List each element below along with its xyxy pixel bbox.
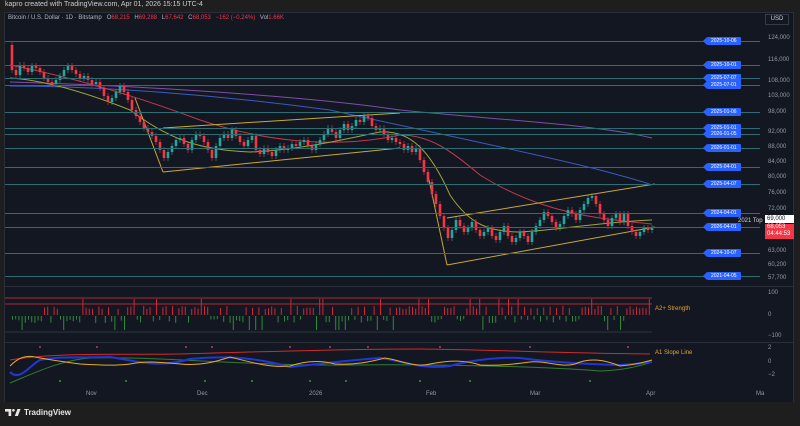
level-date-tag[interactable]: 2021-04-05 bbox=[703, 272, 741, 280]
price-tick: 92,000 bbox=[768, 129, 787, 135]
snapshot-caption: kapro created with TradingView.com, Apr … bbox=[5, 1, 203, 8]
horizontal-level-line[interactable] bbox=[5, 78, 760, 79]
candles bbox=[10, 42, 654, 245]
price-tick: 98,000 bbox=[768, 109, 787, 115]
currency-selector[interactable]: USD bbox=[765, 14, 789, 25]
level-date-tag[interactable]: 2026-01-05 bbox=[703, 130, 741, 138]
level-date-tag[interactable]: 2026-04-01 bbox=[703, 223, 741, 231]
horizontal-level-line[interactable] bbox=[5, 65, 760, 66]
price-tick: 63,000 bbox=[768, 248, 787, 254]
horizontal-level-line[interactable] bbox=[5, 167, 760, 168]
horizontal-level-line[interactable] bbox=[5, 227, 760, 228]
price-tick: 80,000 bbox=[768, 174, 787, 180]
level-date-tag[interactable]: 2024-10-07 bbox=[703, 249, 741, 257]
brand-name: TradingView bbox=[24, 408, 71, 417]
a1-axis-0: 0 bbox=[768, 359, 772, 365]
price-tick: 88,000 bbox=[768, 144, 787, 150]
current-price: 68,053 bbox=[767, 224, 786, 230]
horizontal-level-line[interactable] bbox=[5, 41, 760, 42]
pane-separator[interactable] bbox=[5, 342, 794, 343]
channel-1 bbox=[134, 97, 401, 173]
a1-green-line bbox=[9, 357, 653, 384]
volume-value: 1.66K bbox=[268, 15, 284, 21]
time-tick: Mar bbox=[530, 391, 541, 397]
price-tick: 108,000 bbox=[768, 78, 790, 84]
level-date-tag[interactable]: 2025-07-07 bbox=[703, 74, 741, 82]
price-tick: 57,700 bbox=[768, 275, 787, 281]
footer: TradingView bbox=[0, 402, 800, 426]
level-date-tag[interactable]: 2026-01-01 bbox=[703, 144, 741, 152]
time-tick: 2026 bbox=[309, 391, 323, 397]
close-value: 68,053 bbox=[192, 15, 211, 21]
horizontal-level-line[interactable] bbox=[5, 253, 760, 254]
price-tick: 103,000 bbox=[768, 93, 790, 99]
horizontal-level-line[interactable] bbox=[5, 213, 760, 214]
a1-red-line bbox=[9, 348, 651, 361]
level-date-tag[interactable]: 2025-01-06 bbox=[703, 108, 741, 116]
horizontal-level-line[interactable] bbox=[5, 148, 760, 149]
time-axis[interactable]: Nov Dec 2026 Feb Mar Apr Ma bbox=[5, 386, 794, 406]
level-date-tag[interactable]: 2025-10-06 bbox=[703, 37, 741, 45]
time-tick: Ma bbox=[756, 391, 765, 397]
a2-axis-minus100: −100 bbox=[768, 333, 782, 339]
symbol-legend: Bitcoin / U.S. Dollar · 1D · Bitstamp O6… bbox=[8, 15, 284, 21]
horizontal-level-line[interactable] bbox=[5, 276, 760, 277]
horizontal-level-line[interactable] bbox=[5, 134, 760, 135]
a1-orange-line bbox=[9, 355, 653, 367]
level-date-tag[interactable]: 2025-04-01 bbox=[703, 163, 741, 171]
price-tick: 72,000 bbox=[768, 206, 787, 212]
high-value: 69,288 bbox=[138, 15, 158, 21]
price-axis[interactable]: 124,000 116,000 108,000 103,000 98,000 92,000… bbox=[736, 0, 794, 281]
a2-strength-title[interactable]: A2+ Strength bbox=[655, 306, 691, 312]
level-date-tag[interactable]: 2025-04-07 bbox=[703, 180, 741, 188]
time-tick: Dec bbox=[197, 391, 208, 397]
price-tick: 76,000 bbox=[768, 190, 787, 196]
a1-axis-minus2: −2 bbox=[768, 372, 775, 378]
last-price-marker: 69,000 bbox=[765, 215, 794, 223]
a1-slope-title[interactable]: A1 Slope Line bbox=[655, 350, 693, 356]
tradingview-brand[interactable]: TradingView bbox=[5, 408, 71, 417]
change-value: −162 (−0.24%) bbox=[215, 15, 256, 21]
level-date-tag[interactable]: 2024-04-01 bbox=[703, 209, 741, 217]
price-tick: 116,000 bbox=[768, 57, 790, 63]
a1-axis-2: 2 bbox=[768, 345, 772, 351]
tradingview-logo-icon bbox=[5, 408, 21, 417]
price-tick: 124,000 bbox=[768, 35, 790, 41]
current-price-marker: 68,053 04:44:53 bbox=[765, 224, 794, 239]
horizontal-level-line[interactable] bbox=[5, 112, 760, 113]
a1-signal-dots bbox=[39, 346, 629, 382]
horizontal-level-line[interactable] bbox=[5, 128, 760, 129]
annotation-2021-top: 2021 Top bbox=[738, 218, 763, 224]
low-value: 67,642 bbox=[165, 15, 184, 21]
horizontal-level-line[interactable] bbox=[5, 85, 760, 86]
a2-strength-bars bbox=[12, 299, 650, 330]
symbol-name[interactable]: Bitcoin / U.S. Dollar · 1D · Bitstamp bbox=[8, 15, 102, 21]
level-date-tag[interactable]: 2025-01-01 bbox=[703, 124, 741, 132]
a2-axis-0: 0 bbox=[768, 312, 772, 318]
price-tick: 60,200 bbox=[768, 262, 787, 268]
pane-separator[interactable] bbox=[5, 286, 794, 287]
time-tick: Feb bbox=[426, 391, 437, 397]
level-date-tag[interactable]: 2025-07-01 bbox=[703, 81, 741, 89]
time-tick: Apr bbox=[646, 391, 656, 397]
bar-countdown: 04:44:53 bbox=[767, 231, 791, 237]
level-date-tag[interactable]: 2025-10-01 bbox=[703, 61, 741, 69]
a1-blue-line bbox=[9, 355, 653, 377]
top-bar: kapro created with TradingView.com, Apr … bbox=[0, 0, 800, 12]
ma-xlong-line bbox=[9, 81, 653, 139]
horizontal-level-line[interactable] bbox=[5, 184, 760, 185]
price-tick: 84,000 bbox=[768, 159, 787, 165]
open-value: 68,215 bbox=[111, 15, 130, 21]
a2-axis-100: 100 bbox=[768, 290, 779, 296]
time-tick: Nov bbox=[86, 391, 97, 397]
ma-long-line bbox=[9, 85, 653, 186]
